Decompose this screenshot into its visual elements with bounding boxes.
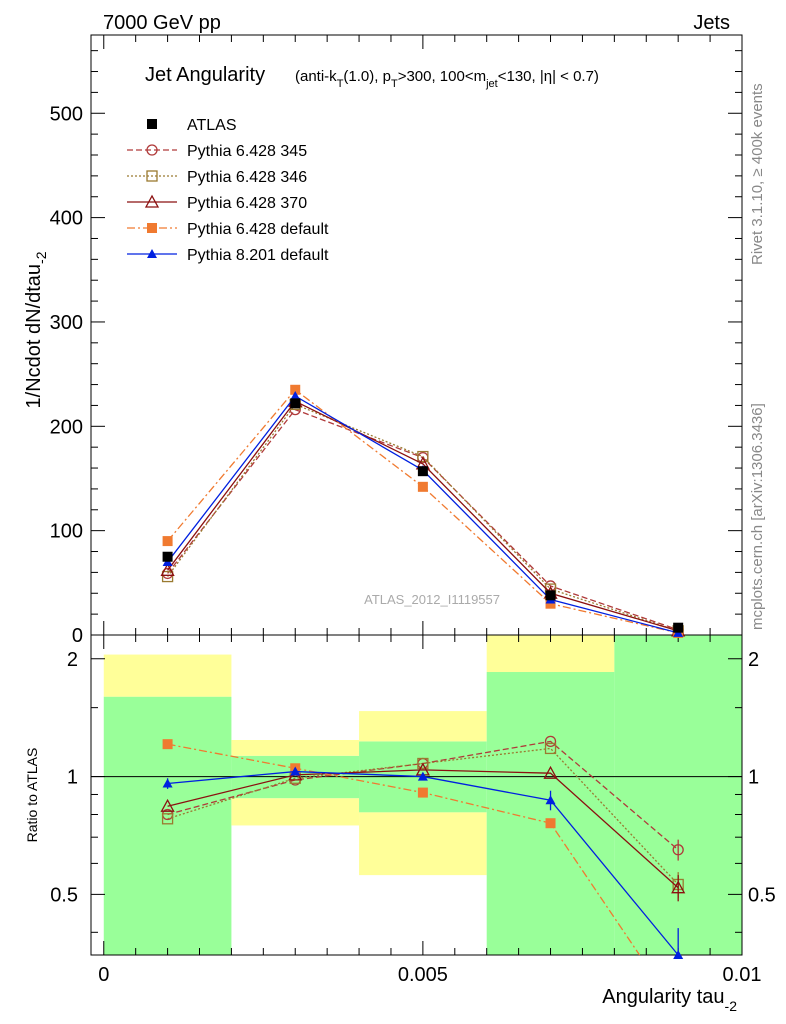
- ratio-point: [545, 795, 556, 805]
- y-tick-label: 200: [50, 416, 83, 438]
- ratio-line: [167, 769, 679, 889]
- ratio-point: [545, 818, 556, 829]
- analysis-watermark: ATLAS_2012_I1119557: [364, 592, 500, 607]
- y-tick-label: 100: [50, 521, 83, 543]
- series-line: [167, 400, 679, 632]
- top-y-axis-label: 1/Ncdot dN/dtau-2: [23, 251, 49, 408]
- plot-cuts-subtitle: (anti-kT(1.0), pT>300, 100<mjet<130, |η|…: [295, 68, 599, 90]
- x-axis-label: Angularity tau-2: [602, 986, 737, 1014]
- ratio-point: [417, 771, 428, 781]
- ratio-point: [544, 735, 557, 748]
- x-tick-label: 0.005: [398, 964, 448, 986]
- legend-entry: Pythia 6.428 default: [127, 221, 329, 238]
- x-tick-label: 0.01: [723, 964, 762, 986]
- ratio-y-tick-label: 1: [67, 767, 78, 789]
- header-process-label: Jets: [693, 12, 730, 34]
- ratio-point: [160, 798, 175, 812]
- series-atlas: [162, 398, 684, 633]
- data-point: [417, 450, 429, 463]
- y-tick-label: 400: [50, 208, 83, 230]
- ratio-series-pythia-8-201-default: [162, 766, 684, 959]
- data-point: [160, 562, 175, 576]
- ratio-y-tick-label-right: 2: [748, 649, 759, 671]
- ratio-point: [671, 880, 686, 894]
- ratio-point: [162, 739, 173, 750]
- mcplots-label: mcplots.cern.ch [arXiv:1306.3436]: [749, 403, 766, 630]
- stat-band-0: [103, 696, 232, 955]
- legend-label: Pythia 6.428 370: [187, 195, 307, 212]
- syst-band-low-1: [231, 798, 360, 826]
- ratio-point: [162, 778, 173, 788]
- ratio-y-tick-label: 2: [67, 649, 78, 671]
- legend-marker: [144, 194, 160, 208]
- ratio-point: [417, 787, 428, 798]
- legend-entry: Pythia 6.428 345: [127, 143, 307, 160]
- data-point: [673, 622, 684, 633]
- rivet-version-label: Rivet 3.1.10, ≥ 400k events: [749, 83, 766, 265]
- plot-title: Jet Angularity: [145, 64, 265, 86]
- legend-entry: Pythia 8.201 default: [127, 247, 329, 264]
- syst-band-0: [103, 654, 232, 697]
- legend-label: Pythia 6.428 default: [187, 221, 329, 238]
- legend-entry: Pythia 6.428 346: [127, 169, 307, 186]
- main-plot-series: [160, 384, 686, 638]
- data-point: [290, 391, 301, 401]
- ratio-y-tick-label-right: 1: [748, 767, 759, 789]
- x-tick-label: 0: [98, 964, 109, 986]
- legend-marker: [146, 170, 158, 182]
- data-point: [162, 551, 173, 562]
- data-point: [417, 481, 428, 492]
- legend-marker: [147, 119, 157, 129]
- ratio-point: [672, 844, 684, 856]
- legend-label: Pythia 6.428 346: [187, 169, 307, 186]
- data-point: [417, 466, 428, 477]
- ratio-plot-frame: [90, 634, 743, 956]
- legend: ATLAS Pythia 6.428 345 Pythia 6.428 346 Pyt…: [127, 117, 329, 264]
- stat-band-4: [614, 635, 742, 955]
- legend-marker: [147, 223, 157, 233]
- ratio-point: [417, 757, 429, 770]
- ratio-plot-series: [160, 735, 686, 959]
- y-tick-label: 0: [72, 625, 83, 647]
- legend-entry: Pythia 6.428 370: [127, 194, 307, 212]
- syst-band-high-2: [359, 711, 487, 742]
- ratio-line: [167, 747, 679, 885]
- ratio-point: [544, 742, 557, 755]
- y-tick-label: 300: [50, 312, 83, 334]
- data-point: [545, 598, 556, 609]
- data-point: [161, 570, 174, 583]
- ratio-point: [543, 765, 558, 779]
- data-point: [290, 398, 301, 409]
- ratio-y-tick-label: 0.5: [50, 884, 78, 906]
- legend-marker: [146, 144, 158, 156]
- ratio-line: [167, 740, 679, 851]
- ratio-point: [290, 766, 301, 776]
- ratio-y-axis-label: Ratio to ATLAS: [24, 748, 40, 843]
- ratio-point: [673, 950, 684, 959]
- ratio-y-tick-label-right: 0.5: [748, 884, 776, 906]
- ratio-series-pythia-6-428-370: [160, 762, 686, 902]
- legend-label: Pythia 8.201 default: [187, 247, 329, 264]
- ratio-point: [161, 813, 174, 825]
- legend-label: Pythia 6.428 345: [187, 143, 307, 160]
- ratio-uncertainty-bands: [103, 635, 742, 955]
- legend-marker: [147, 249, 157, 258]
- header-energy-label: 7000 GeV pp: [103, 12, 221, 34]
- y-tick-label: 500: [50, 103, 83, 125]
- data-point: [162, 536, 173, 547]
- syst-band-high-1: [231, 740, 360, 756]
- data-point: [545, 590, 556, 601]
- data-point: [290, 384, 301, 395]
- legend-label: ATLAS: [187, 117, 237, 134]
- syst-band-low-2: [359, 812, 487, 876]
- legend-entry: ATLAS: [147, 117, 237, 134]
